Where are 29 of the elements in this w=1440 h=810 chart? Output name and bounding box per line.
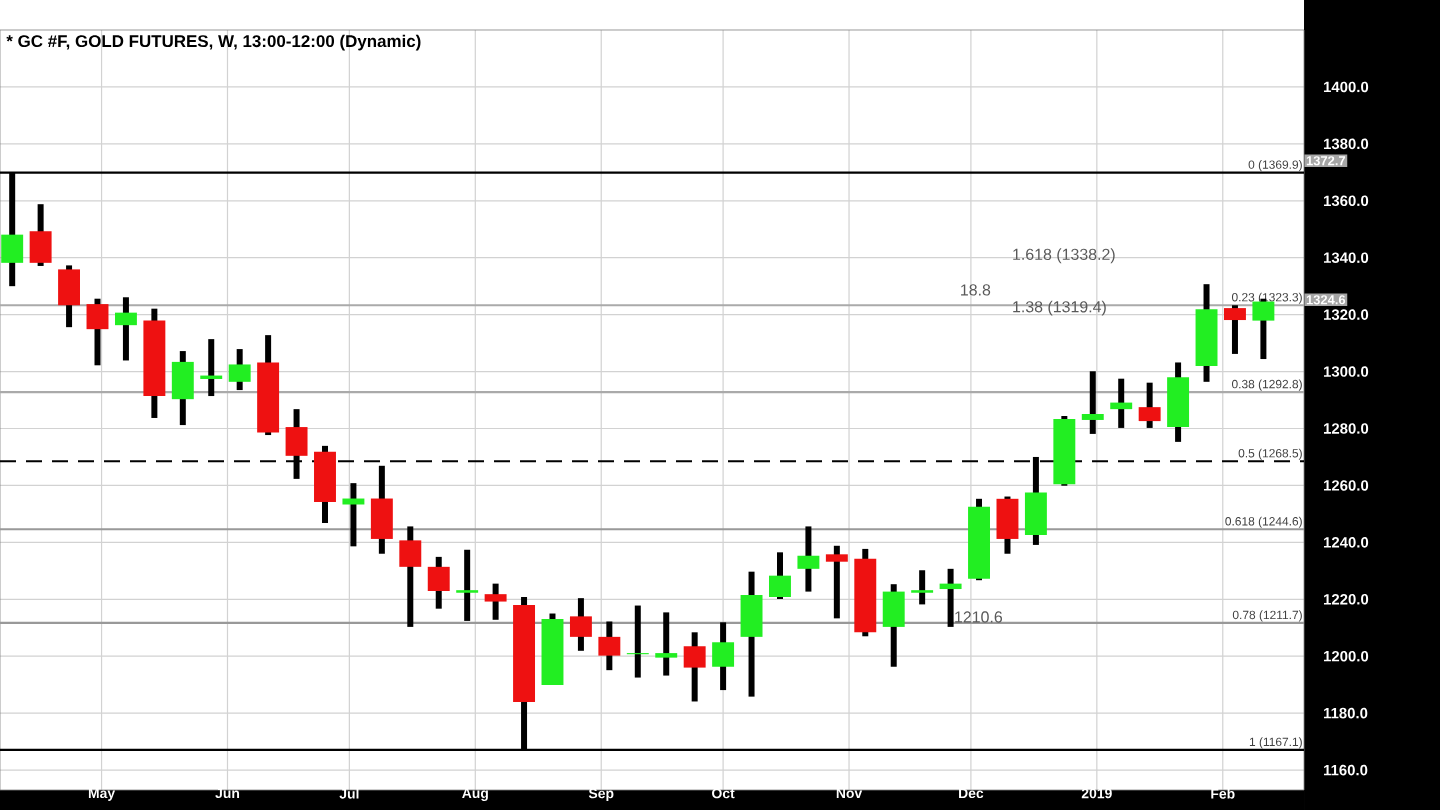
- candlestick: [740, 571, 763, 697]
- candlestick: [58, 265, 81, 328]
- candlestick: [171, 351, 194, 426]
- candlestick: [569, 598, 592, 651]
- candlestick: [797, 526, 820, 592]
- candlestick: [825, 545, 848, 619]
- chart-title: * GC #F, GOLD FUTURES, W, 13:00-12:00 (Dynamic): [6, 34, 421, 51]
- candlestick: [228, 349, 251, 391]
- candlestick: [683, 632, 706, 702]
- candlestick: [911, 570, 934, 605]
- candlestick: [399, 526, 422, 627]
- candlestick: [712, 622, 735, 691]
- candlestick: [114, 297, 137, 361]
- candlestick: [29, 204, 52, 266]
- candlestick: [484, 583, 507, 620]
- candlestick: [882, 584, 905, 667]
- candlestick: [1110, 378, 1133, 428]
- candlestick: [769, 552, 791, 599]
- candlestick: [427, 556, 450, 609]
- candlestick: [370, 465, 393, 554]
- candlestick: [655, 612, 678, 676]
- candlestick: [1223, 305, 1246, 354]
- candlestick: [342, 483, 365, 547]
- candlestick: [1138, 382, 1161, 428]
- candlestick: [598, 621, 621, 671]
- candlestick: [86, 298, 109, 366]
- candlestick: [996, 496, 1019, 554]
- candlestick: [1081, 371, 1104, 434]
- candlestick: [456, 549, 479, 621]
